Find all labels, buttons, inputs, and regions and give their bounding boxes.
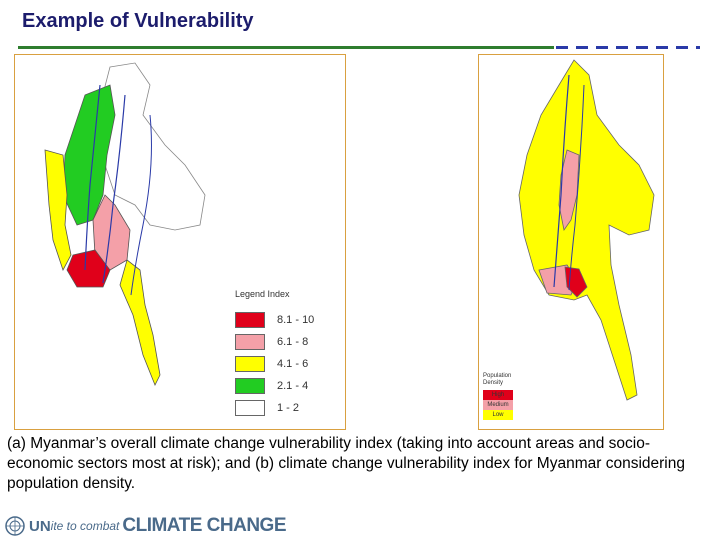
map-b-panel: Population Density High Medium Low — [478, 54, 664, 430]
un-emblem-icon — [5, 516, 25, 536]
footer-un: UN — [29, 517, 51, 535]
myanmar-population-density-map — [518, 59, 655, 401]
legend-b-title-1: Population — [483, 373, 512, 379]
legend-a-swatch — [235, 400, 265, 416]
legend-a-row: 8.1 - 10 — [235, 309, 335, 331]
legend-b-title-2: Density — [483, 380, 504, 386]
slide-title: Example of Vulnerability — [22, 10, 254, 32]
legend-a-label: 2.1 - 4 — [277, 380, 309, 392]
map-b-legend: Population Density High Medium Low — [483, 373, 543, 420]
figure-caption: (a) Myanmar’s overall climate change vul… — [7, 435, 685, 492]
legend-a-row: 1 - 2 — [235, 397, 335, 419]
map-a-legend: Legend Index 8.1 - 10 6.1 - 8 4.1 - 6 2.… — [235, 289, 335, 419]
legend-b-medium: Medium — [483, 400, 513, 410]
legend-a-title: Legend Index — [235, 289, 290, 299]
legend-a-label: 8.1 - 10 — [277, 314, 315, 326]
footer-logo: UN ite to combat CLIMATE CHANGE — [4, 514, 287, 538]
legend-b-high: High — [483, 390, 513, 400]
legend-a-label: 1 - 2 — [277, 402, 300, 414]
legend-a-swatch — [235, 312, 265, 328]
legend-a-swatch — [235, 378, 265, 394]
legend-a-swatch — [235, 334, 265, 350]
myanmar-vulnerability-map — [44, 62, 206, 386]
legend-a-row: 2.1 - 4 — [235, 375, 335, 397]
legend-a-label: 6.1 - 8 — [277, 336, 309, 348]
legend-a-row: 4.1 - 6 — [235, 353, 335, 375]
legend-b-low: Low — [483, 410, 513, 420]
footer-ite: ite to combat — [50, 519, 120, 533]
legend-a-swatch — [235, 356, 265, 372]
map-a-panel: Legend Index 8.1 - 10 6.1 - 8 4.1 - 6 2.… — [14, 54, 346, 430]
legend-a-row: 6.1 - 8 — [235, 331, 335, 353]
title-dashed-line — [556, 46, 700, 49]
footer-climate-change: CLIMATE CHANGE — [122, 515, 287, 536]
legend-a-label: 4.1 - 6 — [277, 358, 309, 370]
title-underline — [18, 46, 554, 49]
